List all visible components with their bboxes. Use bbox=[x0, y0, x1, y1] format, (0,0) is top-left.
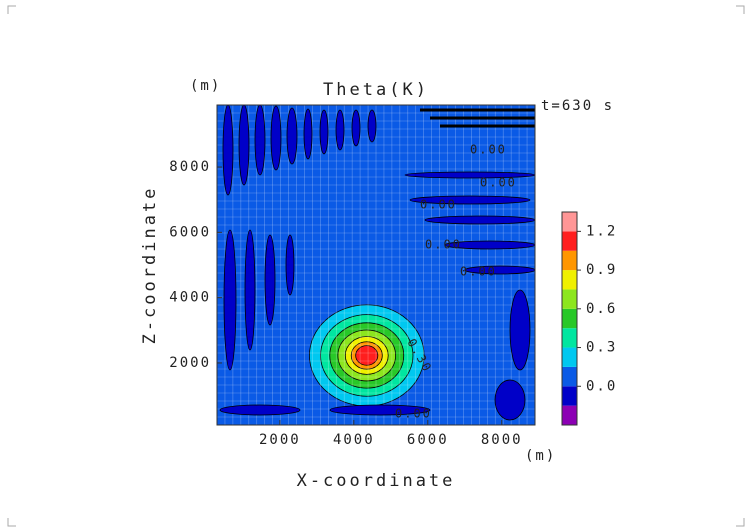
y-tick-label: 4000 bbox=[169, 290, 211, 306]
colorbar-tick-label: 0.3 bbox=[586, 340, 617, 356]
colorbar-band bbox=[562, 405, 577, 425]
y-unit: (m) bbox=[190, 78, 221, 94]
colorbar-tick-label: 0.9 bbox=[586, 262, 617, 278]
contour-label: 0.00 bbox=[395, 407, 432, 421]
x-tick-label: 2000 bbox=[259, 432, 301, 448]
plot-frame bbox=[216, 104, 536, 426]
colorbar-band bbox=[562, 386, 577, 406]
y-tick-label: 2000 bbox=[169, 355, 211, 371]
contour-label: 0.00 bbox=[460, 265, 497, 279]
time-label: t=630 s bbox=[541, 98, 614, 114]
corner-marks bbox=[7, 5, 745, 527]
x-unit: (m) bbox=[525, 448, 556, 464]
colorbar-band bbox=[562, 347, 577, 367]
contour-label: 0.00 bbox=[425, 238, 462, 252]
field bbox=[217, 105, 535, 425]
colorbar-band bbox=[562, 231, 577, 251]
contour-region bbox=[355, 345, 379, 366]
colorbar-band bbox=[562, 212, 577, 232]
x-axis-label: X-coordinate bbox=[297, 471, 456, 491]
colorbar-band bbox=[562, 289, 577, 309]
y-axis-label: Z-coordinate bbox=[140, 186, 160, 345]
x-tick-label: 6000 bbox=[407, 432, 449, 448]
y-tick-label: 8000 bbox=[169, 159, 211, 175]
x-tick-label: 4000 bbox=[333, 432, 375, 448]
colorbar-band bbox=[562, 270, 577, 290]
contour-label: 0.00 bbox=[420, 198, 457, 212]
contour-label: 0.00 bbox=[470, 143, 507, 157]
colorbar-band bbox=[562, 328, 577, 348]
colorbar-frame bbox=[561, 211, 578, 426]
colorbar-band bbox=[562, 250, 577, 271]
chart-title: Theta(K) bbox=[323, 80, 429, 100]
contour-label: 0.00 bbox=[480, 176, 517, 190]
wave-pattern bbox=[219, 105, 535, 421]
colorbar-tick-label: 0.6 bbox=[586, 301, 617, 317]
x-tick-label: 8000 bbox=[481, 432, 523, 448]
colorbar-tick-label: 0.0 bbox=[586, 378, 617, 394]
colorbar-tick-label: 1.2 bbox=[586, 223, 617, 239]
y-tick-label: 6000 bbox=[169, 224, 211, 240]
colorbar-band bbox=[562, 366, 577, 387]
colorbar-band bbox=[562, 308, 577, 329]
